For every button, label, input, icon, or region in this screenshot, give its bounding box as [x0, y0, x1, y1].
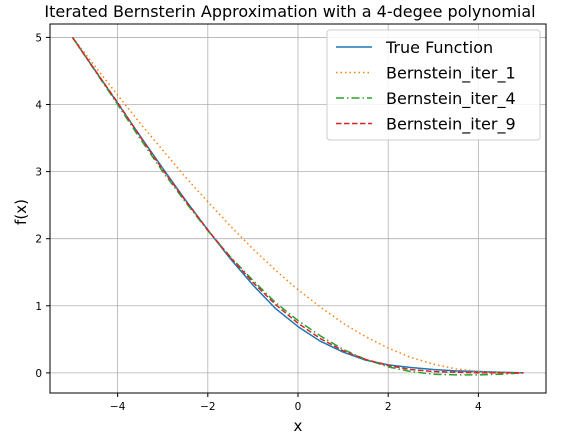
- x-tick-label: 0: [295, 401, 302, 413]
- legend-box: [326, 29, 541, 141]
- ticks: −4 −2 0 2 4 0 1 2 3 4 5: [35, 32, 482, 413]
- legend-label: Bernstein_iter_9: [386, 115, 516, 135]
- chart-title: Iterated Bernsterin Approximation with a…: [44, 2, 535, 21]
- series-line-bernstein-iter-1: [71, 36, 524, 374]
- y-tick-label: 4: [35, 100, 42, 112]
- x-tick-label: 4: [475, 401, 482, 413]
- y-tick-label: 2: [35, 234, 42, 246]
- series-layer: [71, 36, 524, 376]
- series-line-bernstein-iter-4: [71, 37, 524, 376]
- series-line-bernstein-iter-9: [71, 36, 524, 374]
- legend-label: True Function: [385, 38, 493, 57]
- x-tick-label: 2: [385, 401, 392, 413]
- y-tick-label: 0: [35, 368, 42, 380]
- x-tick-label: −2: [200, 401, 215, 413]
- y-tick-label: 3: [35, 167, 42, 179]
- y-tick-label: 5: [35, 32, 42, 44]
- legend-label: Bernstein_iter_1: [386, 64, 516, 84]
- y-axis-label: f(x): [12, 199, 30, 225]
- x-axis-label: x: [294, 417, 303, 433]
- y-tick-label: 1: [35, 301, 42, 313]
- legend: True Function Bernstein_iter_1 Bernstein_i…: [326, 29, 541, 141]
- legend-label: Bernstein_iter_4: [386, 89, 516, 109]
- x-tick-label: −4: [110, 401, 126, 413]
